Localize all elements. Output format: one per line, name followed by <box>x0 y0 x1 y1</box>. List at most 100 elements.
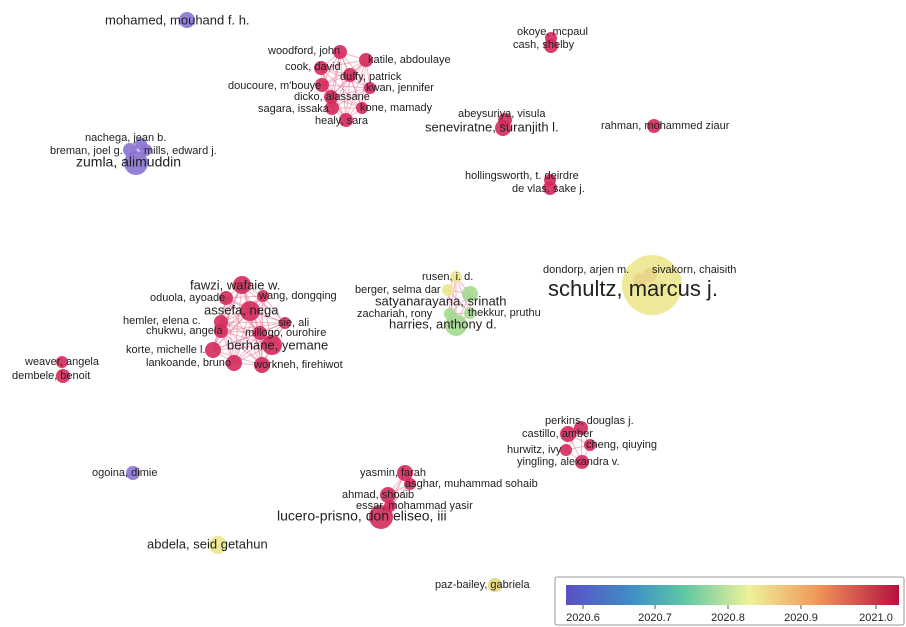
colorbar-gradient <box>566 585 899 605</box>
node-label: oduola, ayoade <box>150 292 225 304</box>
edge <box>320 59 367 69</box>
node <box>404 478 416 490</box>
node-label: satyanarayana, srinath <box>375 293 507 308</box>
node-label: ahmad, shoaib <box>342 489 414 501</box>
node <box>397 465 413 481</box>
node-label: berhane, yemane <box>227 337 328 352</box>
node <box>359 53 373 67</box>
node-label: sie, ali <box>278 317 309 329</box>
edge <box>220 321 286 324</box>
colorbar: 2020.6 2020.7 2020.8 2020.9 2021.0 <box>554 576 905 626</box>
node-label: weaver, angela <box>24 356 100 368</box>
node-label: harries, anthony d. <box>389 316 497 331</box>
node-label: essar, mohammad yasir <box>356 500 473 512</box>
node-label: dembele, benoit <box>12 370 90 382</box>
node <box>343 68 357 82</box>
node <box>257 290 269 302</box>
node-label: fawzi, wafaie w. <box>190 277 280 292</box>
node-label: paz-bailey, gabriela <box>435 579 530 591</box>
node <box>240 301 260 321</box>
node <box>253 326 267 340</box>
node <box>56 356 68 368</box>
node <box>584 439 596 451</box>
node-label: okoye, mcpaul <box>517 26 588 38</box>
node <box>179 12 195 28</box>
node <box>495 120 511 136</box>
labels: mohamed, mouhand f. h. woodford, john kati… <box>12 12 736 590</box>
node-label: zachariah, rony <box>357 308 433 320</box>
edge <box>225 297 235 364</box>
node <box>124 151 148 175</box>
node-label: cook, david <box>285 61 341 73</box>
colorbar-tick-label: 2021.0 <box>859 612 893 624</box>
edge <box>321 84 363 109</box>
node <box>226 355 242 371</box>
node-label: hemler, elena c. <box>123 315 201 327</box>
edge <box>345 59 367 121</box>
node <box>314 61 328 75</box>
node <box>205 342 221 358</box>
node <box>560 444 572 456</box>
node <box>622 255 682 315</box>
node <box>140 144 152 156</box>
node-label: thekkur, pruthu <box>468 307 541 319</box>
node <box>262 335 282 355</box>
node-label: nachega, jean b. <box>85 132 166 144</box>
node <box>369 505 393 529</box>
node-label: doucoure, m'bouye <box>228 80 321 92</box>
node-label: mohamed, mouhand f. h. <box>105 12 250 27</box>
node <box>647 119 661 133</box>
node-label: lankoande, bruno <box>146 357 231 369</box>
edge <box>331 87 371 109</box>
node-label: mills, edward j. <box>144 145 217 157</box>
node <box>126 466 140 480</box>
node-label: sivakorn, chaisith <box>652 264 736 276</box>
node <box>380 487 396 503</box>
node-label: asghar, muhammad sohaib <box>405 478 538 490</box>
node-label: rusen, i. d. <box>422 271 473 283</box>
node <box>279 317 291 329</box>
node <box>464 307 476 319</box>
node <box>488 578 502 592</box>
colorbar-tick-label: 2020.7 <box>638 612 672 624</box>
node-label: berger, selma dar <box>355 284 441 296</box>
node-label: kone, mamady <box>360 102 433 114</box>
node <box>233 276 251 294</box>
edge <box>212 332 261 351</box>
node-label: castillo, amber <box>522 428 593 440</box>
node-label: duffy, patrick <box>340 71 402 83</box>
nodes <box>56 12 682 592</box>
node-label: lucero-prisno, don eliseo, iii <box>277 508 447 524</box>
colorbar-tick-label: 2020.8 <box>711 612 745 624</box>
node-label: healy, sara <box>315 115 369 127</box>
node-label: katile, abdoulaye <box>368 54 451 66</box>
node <box>219 291 233 305</box>
node-label: cheng, qiuying <box>586 439 657 451</box>
colorbar-tick-label: 2020.6 <box>566 612 600 624</box>
node <box>543 181 557 195</box>
node-label: de vlas, sake j. <box>512 183 585 195</box>
node <box>574 421 588 435</box>
node <box>356 102 368 114</box>
node <box>209 536 227 554</box>
node <box>462 286 478 302</box>
node-label: millogo, ourohire <box>245 327 326 339</box>
node <box>575 455 589 469</box>
node-label: dicko, alassane <box>294 91 370 103</box>
node-label: korte, michelle l. <box>126 344 205 356</box>
node-label: schultz, marcus j. <box>548 276 718 301</box>
node-label: chukwu, angela <box>146 325 223 337</box>
node <box>442 284 454 296</box>
node-label: breman, joel g. <box>50 145 123 157</box>
edge <box>345 74 351 121</box>
node <box>56 369 70 383</box>
node <box>324 90 338 104</box>
node-label: rahman, mohammed ziaur <box>601 120 730 132</box>
node-label: hollingsworth, t. deirdre <box>465 170 579 182</box>
node-label: dondorp, arjen m. <box>543 264 629 276</box>
node <box>364 82 376 94</box>
node-label: sagara, issaka <box>258 103 330 115</box>
node <box>544 39 558 53</box>
node <box>445 314 467 336</box>
